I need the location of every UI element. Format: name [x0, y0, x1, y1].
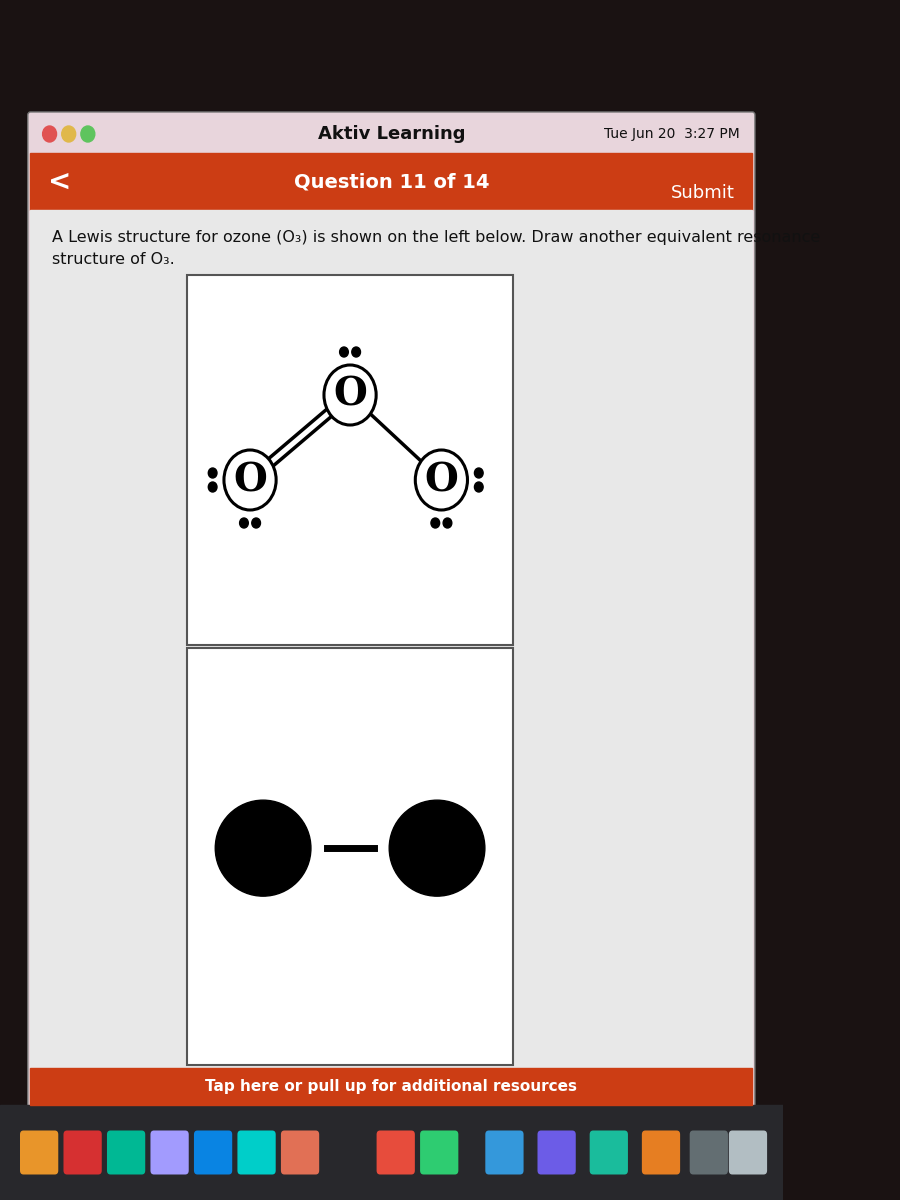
FancyBboxPatch shape — [64, 1130, 102, 1175]
Text: structure of O₃.: structure of O₃. — [52, 252, 175, 266]
FancyBboxPatch shape — [107, 1130, 145, 1175]
Text: Submit: Submit — [671, 184, 735, 202]
Circle shape — [339, 347, 348, 358]
Circle shape — [352, 347, 361, 358]
FancyBboxPatch shape — [537, 1130, 576, 1175]
Text: O: O — [425, 461, 458, 499]
Bar — [187, 648, 513, 1066]
FancyBboxPatch shape — [194, 1130, 232, 1175]
Circle shape — [443, 518, 452, 528]
Ellipse shape — [389, 800, 485, 896]
FancyBboxPatch shape — [642, 1130, 680, 1175]
FancyBboxPatch shape — [590, 1130, 628, 1175]
Text: Tap here or pull up for additional resources: Tap here or pull up for additional resou… — [205, 1079, 578, 1094]
Text: Tue Jun 20  3:27 PM: Tue Jun 20 3:27 PM — [604, 127, 739, 140]
Text: O: O — [233, 461, 267, 499]
Circle shape — [474, 482, 483, 492]
FancyBboxPatch shape — [729, 1130, 767, 1175]
Bar — [31, 1068, 752, 1105]
Text: O: O — [333, 376, 367, 414]
Ellipse shape — [215, 800, 310, 896]
FancyBboxPatch shape — [281, 1130, 320, 1175]
Text: Aktiv Learning: Aktiv Learning — [318, 125, 465, 143]
Circle shape — [42, 126, 57, 142]
Text: A Lewis structure for ozone (O₃) is shown on the left below. Draw another equiva: A Lewis structure for ozone (O₃) is show… — [52, 230, 821, 245]
Bar — [187, 275, 513, 646]
Circle shape — [62, 126, 76, 142]
Circle shape — [224, 450, 276, 510]
Circle shape — [239, 518, 248, 528]
FancyBboxPatch shape — [28, 112, 755, 1108]
Bar — [0, 1105, 783, 1200]
Bar — [31, 152, 752, 210]
Circle shape — [208, 482, 217, 492]
FancyBboxPatch shape — [238, 1130, 275, 1175]
Circle shape — [252, 518, 260, 528]
Circle shape — [431, 518, 439, 528]
Circle shape — [415, 450, 467, 510]
Text: Question 11 of 14: Question 11 of 14 — [293, 172, 489, 191]
FancyBboxPatch shape — [420, 1130, 458, 1175]
Circle shape — [208, 468, 217, 478]
FancyBboxPatch shape — [150, 1130, 189, 1175]
Circle shape — [81, 126, 94, 142]
Circle shape — [324, 365, 376, 425]
FancyBboxPatch shape — [20, 1130, 58, 1175]
FancyBboxPatch shape — [485, 1130, 524, 1175]
Circle shape — [474, 468, 483, 478]
FancyBboxPatch shape — [376, 1130, 415, 1175]
Text: <: < — [48, 168, 71, 196]
FancyBboxPatch shape — [689, 1130, 728, 1175]
Bar — [31, 210, 752, 1068]
Bar — [31, 115, 752, 152]
